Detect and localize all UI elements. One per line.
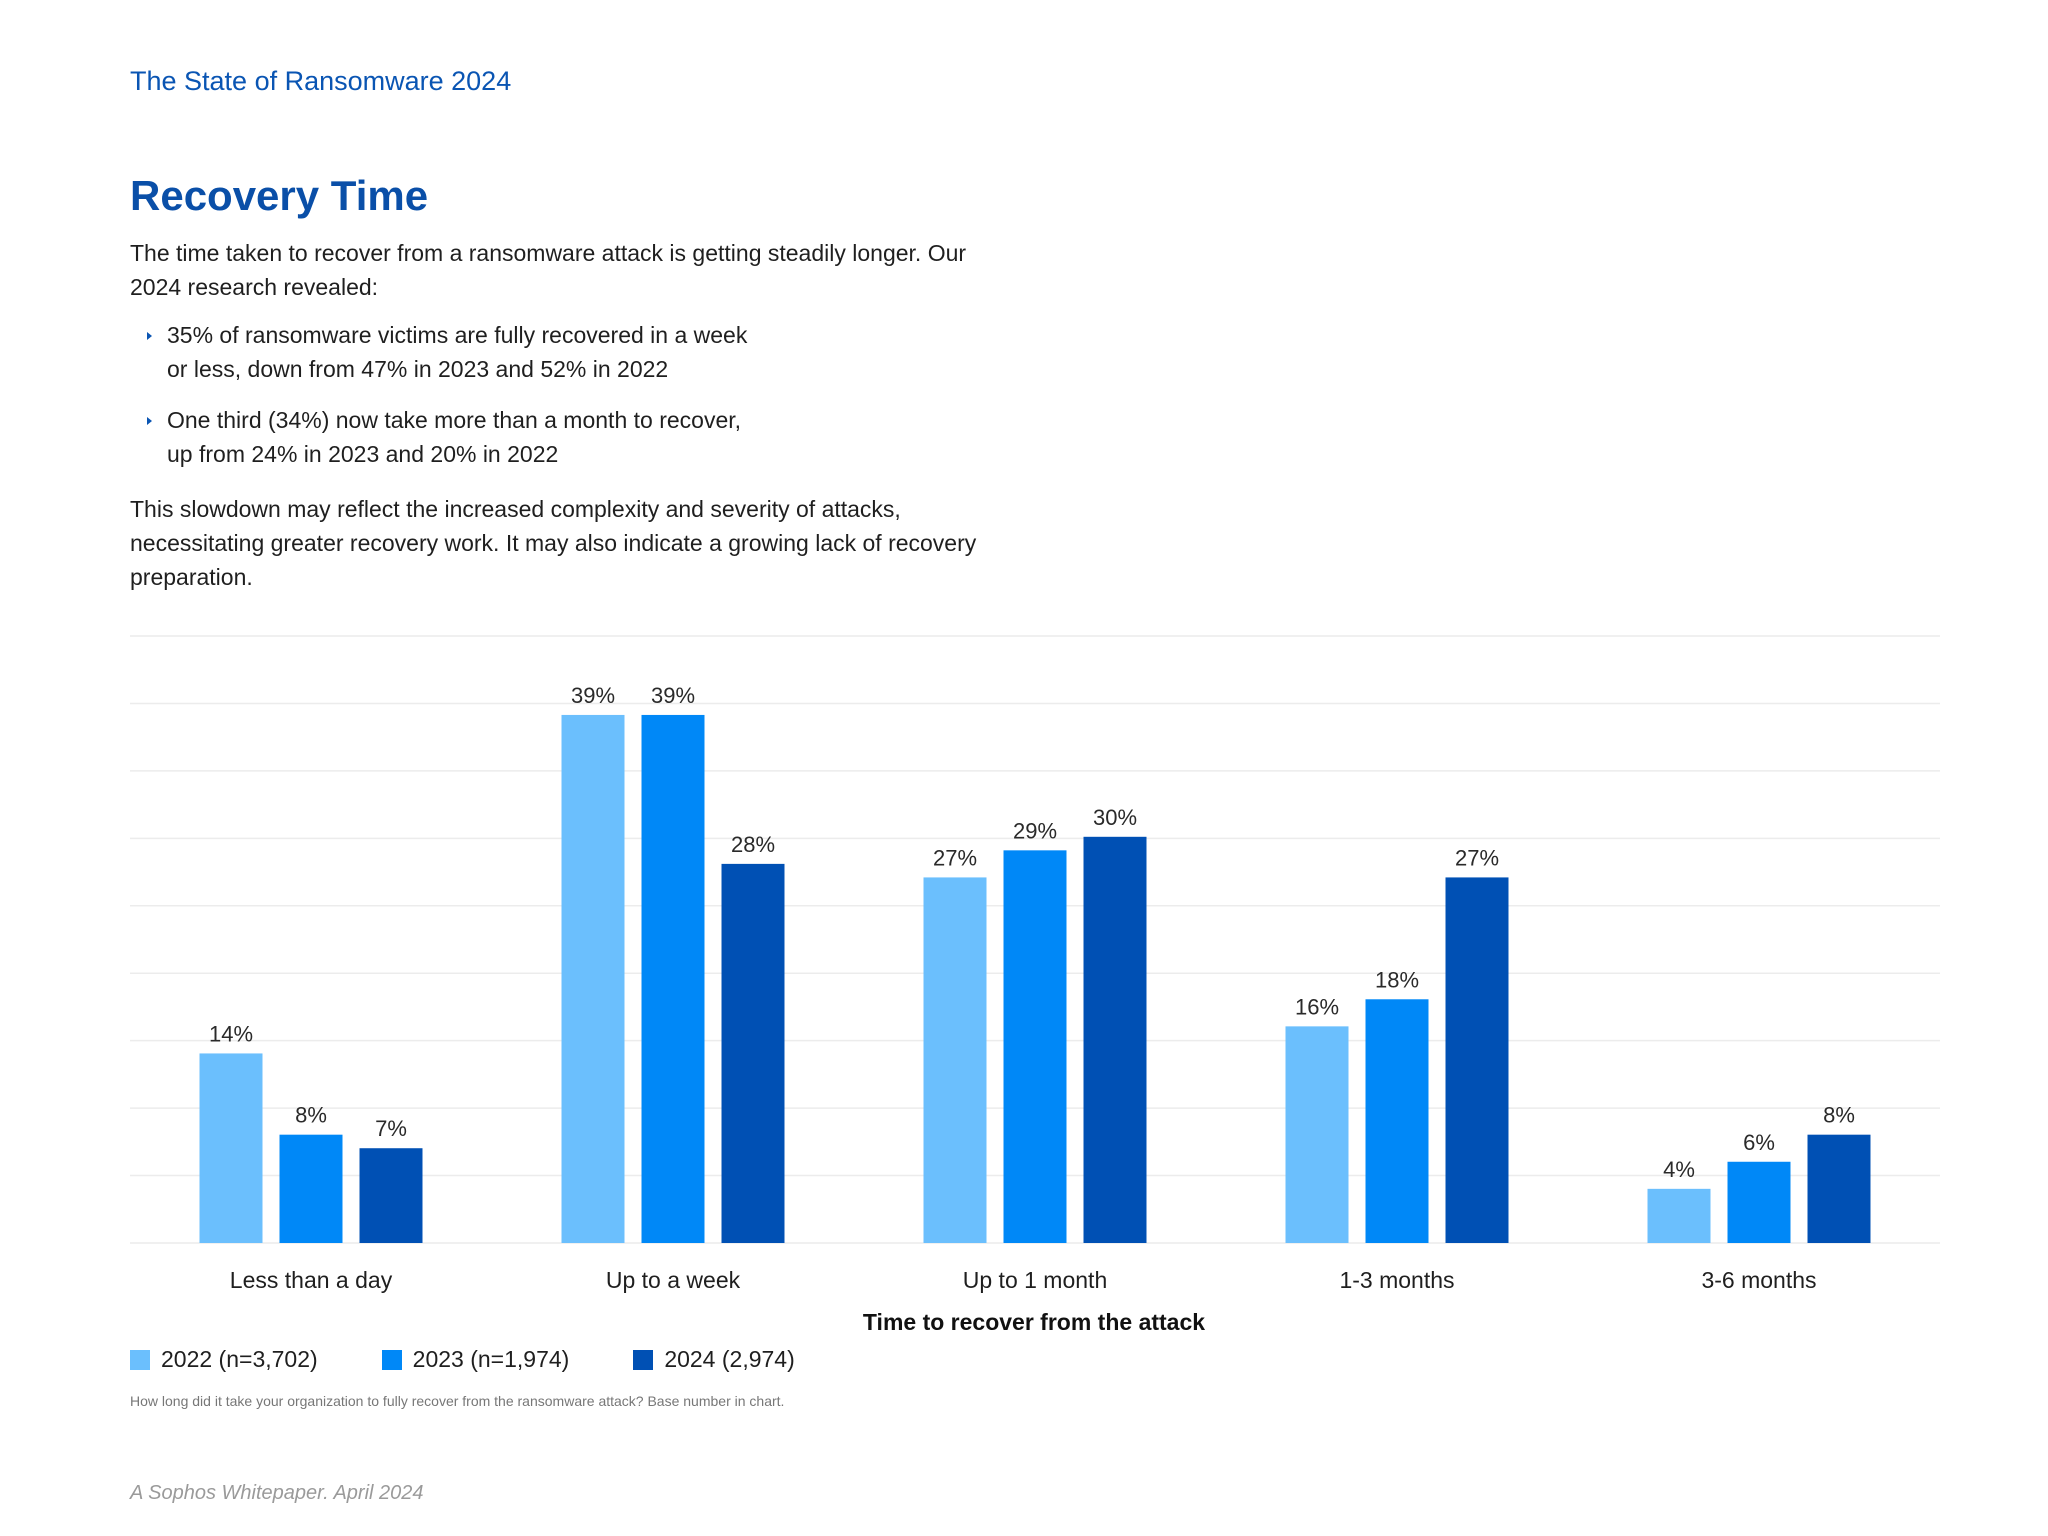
intro-paragraph: The time taken to recover from a ransomw… bbox=[130, 240, 967, 300]
bar bbox=[1365, 999, 1429, 1243]
bar bbox=[1285, 1026, 1349, 1243]
bullet-line: up from 24% in 2023 and 20% in 2022 bbox=[167, 441, 559, 467]
bullet-arrow-icon bbox=[147, 332, 152, 340]
bullet-line: or less, down from 47% in 2023 and 52% i… bbox=[167, 356, 669, 382]
outro-paragraph: This slowdown may reflect the increased … bbox=[130, 496, 977, 590]
bar bbox=[279, 1134, 343, 1243]
bar-value-label: 8% bbox=[1823, 1103, 1855, 1128]
bullet-item: 35% of ransomware victims are fully reco… bbox=[130, 318, 850, 386]
category-label: Up to a week bbox=[606, 1267, 741, 1293]
header-title: The State of Ransomware 2024 bbox=[130, 66, 512, 96]
bar bbox=[359, 1148, 423, 1243]
bar-value-label: 6% bbox=[1743, 1130, 1775, 1155]
bar-value-label: 8% bbox=[295, 1103, 327, 1128]
bar-value-label: 14% bbox=[209, 1021, 253, 1046]
bar-value-label: 18% bbox=[1375, 967, 1419, 992]
legend-label-2022: 2022 (n=3,702) bbox=[161, 1346, 318, 1372]
bar bbox=[1083, 836, 1147, 1243]
chart-footnote: How long did it take your organization t… bbox=[130, 1393, 785, 1409]
category-label: Less than a day bbox=[230, 1267, 393, 1293]
category-label: 3-6 months bbox=[1701, 1267, 1816, 1293]
bar-value-label: 16% bbox=[1295, 994, 1339, 1019]
legend-item-2022: 2022 (n=3,702) bbox=[130, 1346, 318, 1373]
bullet-list: 35% of ransomware victims are fully reco… bbox=[130, 318, 850, 488]
legend-label-2023: 2023 (n=1,974) bbox=[412, 1346, 570, 1372]
chart-category-labels: Less than a day Up to a week Up to 1 month… bbox=[230, 1267, 1817, 1293]
bar-value-label: 29% bbox=[1013, 818, 1057, 843]
bar bbox=[1445, 877, 1509, 1243]
bar-value-label: 39% bbox=[651, 683, 695, 708]
category-label: Up to 1 month bbox=[963, 1267, 1107, 1293]
legend-swatch-2024 bbox=[633, 1349, 654, 1370]
bar bbox=[923, 877, 987, 1243]
bar-value-label: 27% bbox=[1455, 845, 1499, 870]
bullet-arrow-icon bbox=[147, 417, 152, 425]
bar bbox=[561, 714, 625, 1243]
legend-swatch-2022 bbox=[130, 1349, 150, 1370]
bar-value-label: 30% bbox=[1093, 805, 1137, 830]
chart-bars bbox=[199, 714, 1871, 1243]
bar bbox=[1727, 1161, 1791, 1243]
bullet-line: 35% of ransomware victims are fully reco… bbox=[167, 322, 748, 348]
bullet-line: One third (34%) now take more than a mon… bbox=[167, 407, 742, 433]
bar-value-label: 27% bbox=[933, 845, 977, 870]
bar bbox=[1807, 1134, 1871, 1243]
x-axis-title: Time to recover from the attack bbox=[863, 1309, 1205, 1335]
legend-item-2023: 2023 (n=1,974) bbox=[381, 1346, 570, 1373]
bar-value-label: 39% bbox=[571, 683, 615, 708]
bar bbox=[199, 1053, 263, 1243]
category-label: 1-3 months bbox=[1339, 1267, 1454, 1293]
recovery-time-bar-chart: 14% 8% 7% 39% 39% 28% 27% 29% 30% 16% 18% 27% 4% 6% 8%… bbox=[130, 635, 1940, 1335]
section-title: Recovery Time bbox=[130, 172, 429, 219]
bar bbox=[721, 863, 785, 1243]
bar-value-label: 4% bbox=[1663, 1157, 1695, 1182]
legend-swatch-2023 bbox=[381, 1349, 402, 1370]
bar-value-label: 28% bbox=[731, 832, 775, 857]
legend-label-2024: 2024 (2,974) bbox=[664, 1346, 795, 1372]
bar bbox=[641, 714, 705, 1243]
chart-legend: 2022 (n=3,702) 2023 (n=1,974) 2024 (2,97… bbox=[130, 1346, 859, 1373]
legend-item-2024: 2024 (2,974) bbox=[633, 1346, 795, 1373]
page-footer: A Sophos Whitepaper. April 2024 bbox=[130, 1482, 424, 1504]
bar-value-label: 7% bbox=[375, 1116, 407, 1141]
chart-value-labels: 14% 8% 7% 39% 39% 28% 27% 29% 30% 16% 18% 27% 4% 6% 8% bbox=[209, 683, 1855, 1182]
bar bbox=[1647, 1188, 1711, 1243]
bullet-item: One third (34%) now take more than a mon… bbox=[130, 403, 850, 471]
bar bbox=[1003, 850, 1067, 1243]
